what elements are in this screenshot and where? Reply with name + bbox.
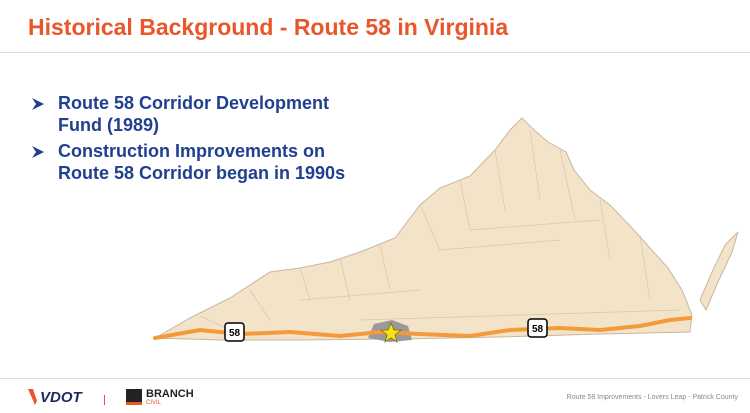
- route-58: [153, 316, 692, 340]
- state-shape: [153, 117, 693, 341]
- shield-label: 58: [229, 328, 241, 339]
- bullet: Construction Improvements on Route 58 Co…: [58, 141, 346, 183]
- footer-text: Route 58 Improvements - Lovers Leap - Pa…: [566, 394, 738, 401]
- vdot-logo: VDOT: [40, 389, 82, 406]
- branch-logo: BRANCH: [146, 388, 194, 400]
- route-shield: [527, 318, 548, 338]
- eastern-shore: [699, 231, 739, 312]
- bullet-icon: [32, 146, 44, 158]
- divider: [0, 52, 750, 53]
- title: Historical Background - Route 58 in Virg…: [28, 14, 509, 40]
- separator: [104, 395, 105, 405]
- route-shield: [224, 322, 245, 342]
- star: [379, 321, 403, 343]
- bullet-icon: [32, 98, 44, 110]
- vdot-mark: [28, 389, 37, 405]
- county-lines: [199, 129, 681, 331]
- footer-divider: [0, 378, 750, 379]
- bullet: Route 58 Corridor Development Fund (1989…: [58, 93, 330, 135]
- shield-label: 58: [532, 324, 544, 335]
- branch-sub: CIVIL: [146, 400, 162, 406]
- branch-mark: [126, 389, 142, 405]
